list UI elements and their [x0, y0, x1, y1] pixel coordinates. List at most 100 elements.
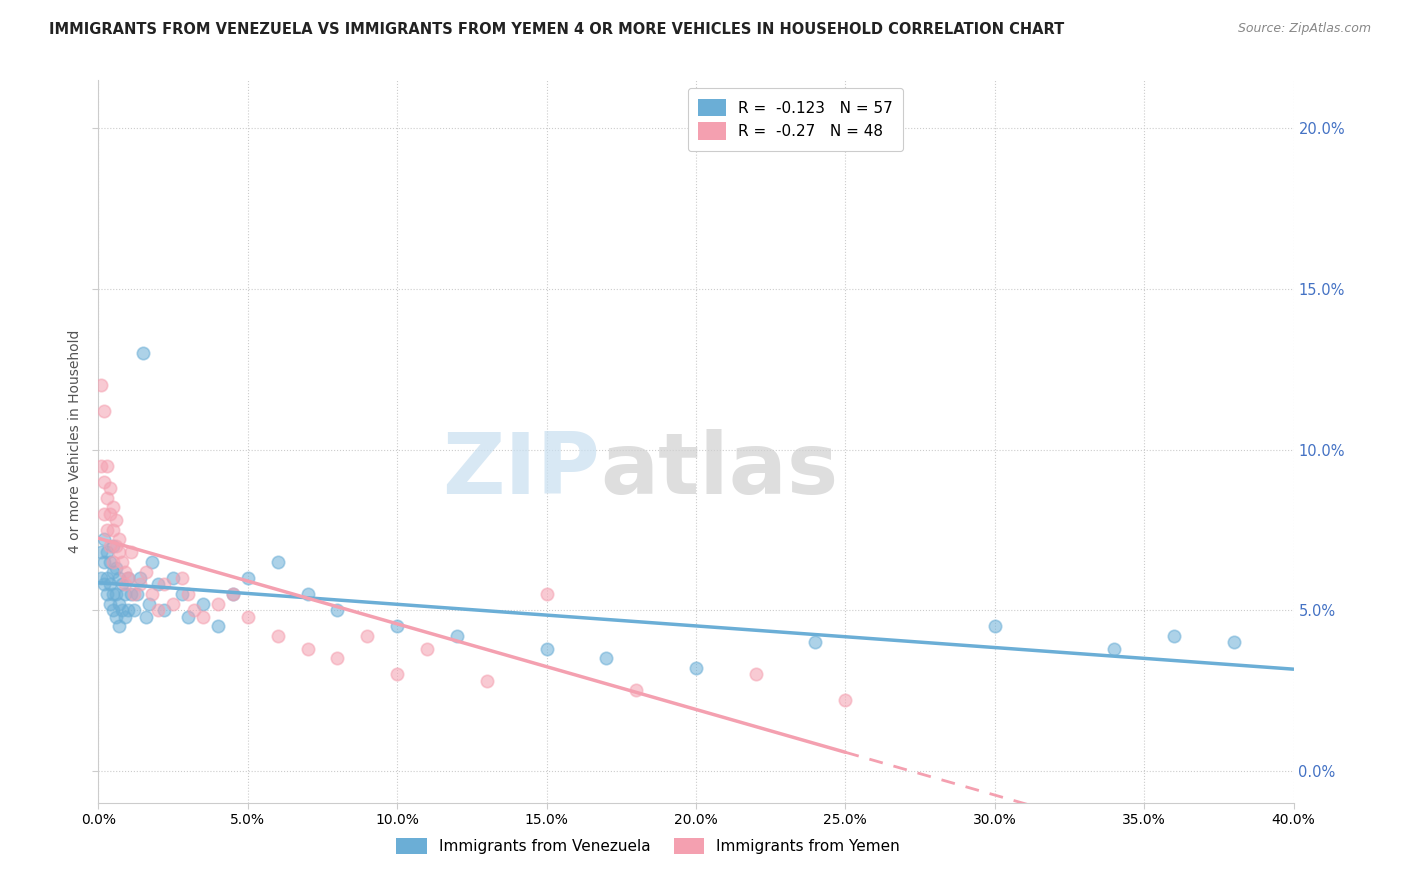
Point — [117, 571, 139, 585]
Point — [90, 545, 112, 559]
Point — [111, 577, 134, 591]
Point — [98, 539, 122, 553]
Point — [162, 571, 184, 585]
Point — [98, 481, 122, 495]
Point — [96, 523, 118, 537]
Point — [153, 577, 176, 591]
Point — [1223, 635, 1246, 649]
Point — [120, 545, 142, 559]
Point — [326, 651, 349, 665]
Point — [98, 555, 122, 569]
Point — [114, 587, 136, 601]
Point — [685, 661, 707, 675]
Point — [124, 603, 146, 617]
Text: IMMIGRANTS FROM VENEZUELA VS IMMIGRANTS FROM YEMEN 4 OR MORE VEHICLES IN HOUSEHO: IMMIGRANTS FROM VENEZUELA VS IMMIGRANTS … — [49, 22, 1064, 37]
Point — [536, 587, 558, 601]
Point — [90, 458, 112, 473]
Point — [90, 378, 112, 392]
Point — [103, 539, 125, 553]
Text: Source: ZipAtlas.com: Source: ZipAtlas.com — [1237, 22, 1371, 36]
Point — [804, 635, 827, 649]
Point — [114, 565, 136, 579]
Point — [105, 513, 128, 527]
Point — [96, 458, 118, 473]
Point — [135, 565, 157, 579]
Point — [745, 667, 768, 681]
Point — [117, 571, 139, 585]
Point — [191, 609, 214, 624]
Point — [138, 597, 160, 611]
Point — [207, 619, 229, 633]
Point — [114, 609, 136, 624]
Point — [626, 683, 648, 698]
Point — [148, 577, 170, 591]
Point — [141, 587, 163, 601]
Point — [108, 545, 131, 559]
Point — [93, 475, 115, 489]
Point — [93, 533, 115, 547]
Point — [98, 577, 122, 591]
Point — [385, 667, 409, 681]
Point — [111, 603, 134, 617]
Point — [103, 603, 125, 617]
Point — [183, 603, 205, 617]
Point — [117, 603, 139, 617]
Point — [103, 555, 125, 569]
Point — [105, 609, 128, 624]
Point — [114, 577, 136, 591]
Point — [120, 587, 142, 601]
Point — [236, 571, 259, 585]
Point — [105, 539, 128, 553]
Point — [475, 673, 498, 688]
Text: ZIP: ZIP — [443, 429, 600, 512]
Point — [103, 523, 125, 537]
Point — [267, 629, 290, 643]
Point — [236, 609, 259, 624]
Point — [297, 641, 319, 656]
Point — [267, 555, 290, 569]
Point — [148, 603, 170, 617]
Point — [1104, 641, 1126, 656]
Point — [105, 561, 128, 575]
Point — [96, 571, 118, 585]
Point — [93, 404, 115, 418]
Point — [129, 571, 152, 585]
Point — [177, 587, 200, 601]
Point — [834, 693, 856, 707]
Point — [105, 587, 128, 601]
Point — [90, 571, 112, 585]
Point — [222, 587, 245, 601]
Point — [984, 619, 1007, 633]
Point — [172, 587, 194, 601]
Point — [98, 597, 122, 611]
Point — [446, 629, 468, 643]
Point — [108, 533, 131, 547]
Point — [111, 555, 134, 569]
Point — [129, 577, 152, 591]
Point — [98, 507, 122, 521]
Point — [96, 545, 118, 559]
Point — [108, 597, 131, 611]
Point — [132, 346, 155, 360]
Point — [135, 609, 157, 624]
Y-axis label: 4 or more Vehicles in Household: 4 or more Vehicles in Household — [67, 330, 82, 553]
Point — [93, 577, 115, 591]
Point — [153, 603, 176, 617]
Point — [222, 587, 245, 601]
Point — [172, 571, 194, 585]
Point — [416, 641, 439, 656]
Point — [103, 587, 125, 601]
Point — [141, 555, 163, 569]
Point — [191, 597, 214, 611]
Point — [177, 609, 200, 624]
Point — [96, 491, 118, 505]
Point — [124, 587, 146, 601]
Point — [1163, 629, 1185, 643]
Point — [127, 587, 149, 601]
Point — [93, 507, 115, 521]
Point — [108, 571, 131, 585]
Point — [103, 565, 125, 579]
Point — [385, 619, 409, 633]
Point — [103, 500, 125, 515]
Point — [162, 597, 184, 611]
